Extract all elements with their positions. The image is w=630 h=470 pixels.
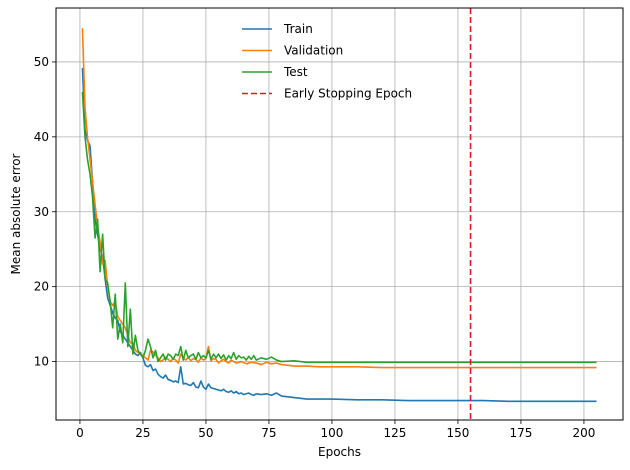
x-tick-label: 0 [76,426,84,440]
x-tick-label: 100 [320,426,343,440]
y-tick-label: 20 [34,280,49,294]
y-tick-label: 10 [34,355,49,369]
y-tick-label: 30 [34,205,49,219]
x-tick-label: 200 [572,426,595,440]
legend-label: Early Stopping Epoch [284,87,412,101]
legend-label: Test [283,65,308,79]
legend-label: Validation [284,44,343,58]
y-axis-label: Mean absolute error [9,153,23,274]
x-tick-label: 150 [446,426,469,440]
y-tick-label: 40 [34,130,49,144]
x-tick-label: 125 [383,426,406,440]
x-tick-label: 25 [135,426,150,440]
x-axis-label: Epochs [318,445,361,459]
legend: Train Validation Test Early Stopping Epoch [242,22,412,101]
x-axis: 0 25 50 75 100 125 150 175 200 [76,420,595,440]
y-axis: 10 20 30 40 50 [34,55,56,369]
series-line-validation [81,28,597,369]
legend-label: Train [283,22,313,36]
series-line-train [81,67,597,403]
x-tick-label: 175 [509,426,532,440]
axes-frame [55,7,624,421]
series-line-test [81,91,597,364]
y-tick-label: 50 [34,55,49,69]
plot-area [81,8,597,420]
x-tick-label: 50 [198,426,213,440]
grid [56,8,623,420]
x-tick-label: 75 [261,426,276,440]
